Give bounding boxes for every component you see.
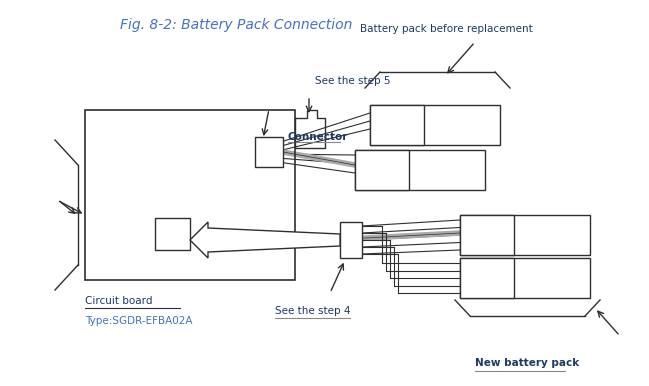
Bar xyxy=(85,110,295,280)
Bar xyxy=(370,105,424,145)
Bar xyxy=(340,222,362,258)
Bar xyxy=(370,105,500,145)
Bar xyxy=(460,215,514,255)
Text: Circuit board: Circuit board xyxy=(85,296,153,306)
Text: New battery pack: New battery pack xyxy=(475,358,580,368)
Polygon shape xyxy=(190,222,340,258)
Bar xyxy=(355,150,485,190)
Text: See the step 5: See the step 5 xyxy=(315,76,391,86)
Bar xyxy=(460,215,590,255)
Text: Fig. 8-2: Battery Pack Connection: Fig. 8-2: Battery Pack Connection xyxy=(120,18,352,32)
Text: See the step 4: See the step 4 xyxy=(275,306,350,316)
Bar xyxy=(155,218,190,250)
Text: Connector: Connector xyxy=(288,132,349,142)
Bar xyxy=(255,137,283,167)
Text: Type:SGDR-EFBA02A: Type:SGDR-EFBA02A xyxy=(85,316,193,326)
Text: Battery pack before replacement: Battery pack before replacement xyxy=(360,24,533,34)
Bar xyxy=(460,258,514,298)
Bar xyxy=(460,258,590,298)
Bar xyxy=(355,150,409,190)
